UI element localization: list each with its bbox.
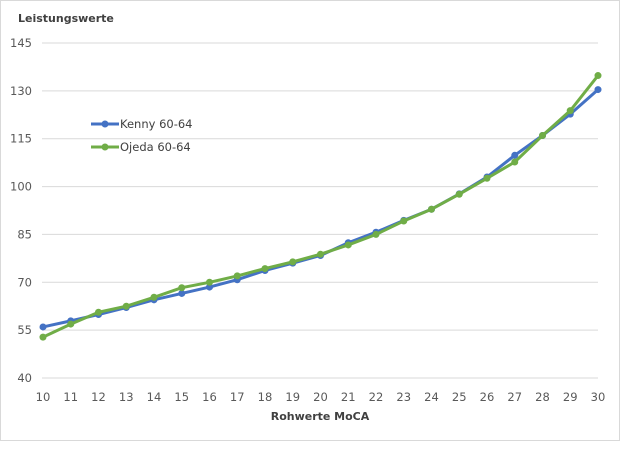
data-point-marker	[428, 205, 435, 213]
x-tick-label: 27	[507, 390, 522, 404]
data-point-marker	[400, 217, 408, 225]
data-point-marker	[566, 107, 574, 115]
x-tick-label: 15	[174, 390, 189, 404]
data-point-marker	[511, 158, 519, 166]
data-point-marker	[261, 265, 269, 273]
x-tick-label: 12	[91, 390, 106, 404]
y-tick-label: 55	[17, 323, 32, 337]
data-point-marker	[150, 293, 158, 301]
data-point-marker	[95, 308, 102, 316]
y-tick-label: 115	[10, 132, 32, 146]
legend: Kenny 60-64 Ojeda 60-64	[91, 117, 193, 154]
legend-marker-ojeda	[101, 143, 109, 151]
data-point-marker	[206, 278, 213, 286]
x-tick-label: 22	[369, 390, 384, 404]
x-tick-label: 11	[63, 390, 78, 404]
legend-marker-kenny	[101, 120, 109, 128]
x-tick-label: 16	[202, 390, 217, 404]
x-tick-label: 14	[147, 390, 162, 404]
series-lines	[39, 72, 602, 341]
y-axis-ticks: 40 55 70 85 100 115 130 145	[10, 36, 32, 385]
data-point-marker	[539, 132, 546, 140]
data-point-marker	[67, 320, 75, 328]
data-point-marker	[178, 289, 186, 297]
y-tick-label: 85	[17, 227, 32, 241]
data-point-marker	[206, 283, 213, 291]
y-axis-title: Leistungswerte	[18, 12, 114, 25]
x-tick-label: 28	[535, 390, 550, 404]
x-tick-label: 30	[591, 390, 606, 404]
data-point-marker	[39, 323, 47, 331]
data-point-marker	[344, 241, 352, 249]
x-tick-label: 29	[563, 390, 578, 404]
data-point-marker	[594, 72, 602, 80]
data-point-marker	[372, 230, 380, 238]
x-tick-label: 10	[36, 390, 51, 404]
x-tick-label: 17	[230, 390, 245, 404]
data-point-marker	[289, 258, 297, 266]
series-ojeda-60-64	[39, 72, 602, 341]
data-point-marker	[455, 190, 463, 198]
x-tick-label: 18	[258, 390, 273, 404]
x-tick-label: 24	[424, 390, 439, 404]
data-point-marker	[233, 272, 241, 280]
x-tick-label: 26	[480, 390, 495, 404]
x-axis-title: Rohwerte MoCA	[271, 410, 370, 423]
chart-frame	[0, 0, 620, 441]
x-axis-ticks: 10 11 12 13 14 15 16 17 18 19 20 21 22 23 24 25 26 27 28 29…	[36, 390, 606, 404]
x-tick-label: 23	[396, 390, 411, 404]
legend-label-kenny: Kenny 60-64	[120, 117, 193, 131]
legend-label-ojeda: Ojeda 60-64	[120, 140, 191, 154]
legend-item-kenny: Kenny 60-64	[91, 117, 193, 131]
y-tick-label: 40	[17, 371, 32, 385]
data-point-marker	[122, 302, 130, 310]
x-tick-label: 13	[119, 390, 134, 404]
x-tick-label: 19	[285, 390, 300, 404]
y-tick-label: 70	[17, 275, 32, 289]
y-tick-label: 130	[10, 84, 32, 98]
data-point-marker	[594, 86, 602, 94]
x-tick-label: 20	[313, 390, 328, 404]
gridlines	[42, 42, 598, 379]
data-point-marker	[317, 250, 324, 258]
y-tick-label: 100	[10, 180, 32, 194]
y-tick-label: 145	[10, 36, 32, 50]
data-point-marker	[178, 284, 186, 292]
series-line	[42, 74, 600, 339]
data-point-marker	[483, 174, 491, 182]
x-tick-label: 21	[341, 390, 356, 404]
x-tick-label: 25	[452, 390, 467, 404]
data-point-marker	[39, 333, 47, 341]
legend-item-ojeda: Ojeda 60-64	[91, 140, 191, 154]
data-point-marker	[511, 151, 519, 159]
